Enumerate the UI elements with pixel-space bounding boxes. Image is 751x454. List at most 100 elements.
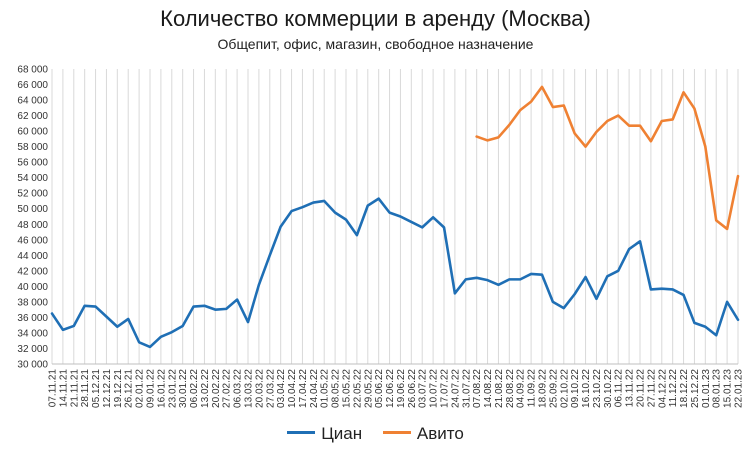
x-tick-label: 10.07.22	[429, 369, 440, 408]
x-tick-label: 03.04.22	[276, 369, 287, 408]
x-tick-label: 06.11.22	[614, 369, 625, 408]
y-tick-label: 32 000	[17, 344, 48, 355]
x-tick-label: 22.05.22	[352, 369, 363, 408]
x-tick-label: 08.01.23	[712, 369, 723, 408]
x-tick-label: 19.06.22	[396, 369, 407, 408]
y-tick-label: 68 000	[17, 65, 48, 76]
x-tick-label: 24.07.22	[450, 369, 461, 408]
x-tick-label: 24.04.22	[309, 369, 320, 408]
y-tick-label: 42 000	[17, 266, 48, 277]
x-tick-labels: 07.11.21 14.11.21 21.11.21 28.11.21 05.12.21…	[48, 369, 745, 408]
x-tick-label: 13.03.22	[244, 369, 255, 408]
x-tick-label: 29.05.22	[363, 369, 374, 408]
x-tick-label: 06.02.22	[189, 369, 200, 408]
x-tick-label: 12.12.21	[102, 369, 113, 408]
x-tick-label: 11.09.22	[527, 369, 538, 408]
x-tick-label: 07.11.21	[48, 369, 59, 408]
x-tick-label: 27.03.22	[265, 369, 276, 408]
x-tick-label: 05.12.21	[91, 369, 102, 408]
x-tick-label: 27.02.22	[222, 369, 233, 408]
series-lines	[50, 85, 740, 349]
x-tick-label: 13.11.22	[625, 369, 636, 408]
x-tick-label: 04.09.22	[516, 369, 527, 408]
series-line-avito	[475, 85, 740, 231]
y-tick-label: 62 000	[17, 111, 48, 122]
x-tick-label: 16.01.22	[156, 369, 167, 408]
x-tick-label: 31.07.22	[461, 369, 472, 408]
legend-item-cian: Циан	[287, 424, 362, 444]
x-tick-label: 30.01.22	[178, 369, 189, 408]
x-tick-label: 08.05.22	[331, 369, 342, 408]
x-tick-label: 22.01.23	[734, 369, 745, 408]
x-tick-label: 11.12.22	[668, 369, 679, 408]
x-tick-label: 17.07.22	[440, 369, 451, 408]
series-line-cian	[50, 197, 740, 349]
x-tick-label: 25.09.22	[548, 369, 559, 408]
legend-label-cian: Циан	[321, 424, 363, 443]
x-tick-label: 19.12.21	[113, 369, 124, 408]
x-tick-label: 28.08.22	[505, 369, 516, 408]
y-tick-label: 50 000	[17, 204, 48, 215]
x-tick-label: 05.06.22	[374, 369, 385, 408]
legend-item-avito: Авито	[382, 424, 464, 444]
y-tick-label: 66 000	[17, 80, 48, 91]
legend: Циан Авито	[0, 424, 751, 444]
chart-title: Количество коммерции в аренду (Москва)	[160, 6, 591, 31]
x-tick-label: 16.10.22	[581, 369, 592, 408]
y-tick-label: 52 000	[17, 189, 48, 200]
x-tick-label: 18.09.22	[538, 369, 549, 408]
x-tick-label: 12.06.22	[385, 369, 396, 408]
y-tick-label: 48 000	[17, 220, 48, 231]
chart-subtitle: Общепит, офис, магазин, свободное назнач…	[217, 36, 534, 52]
y-tick-label: 58 000	[17, 142, 48, 153]
y-tick-label: 38 000	[17, 297, 48, 308]
x-tick-label: 14.11.21	[58, 369, 69, 408]
x-tick-label: 25.12.22	[690, 369, 701, 408]
y-tick-label: 54 000	[17, 173, 48, 184]
x-tick-label: 30.10.22	[603, 369, 614, 408]
x-tick-label: 21.11.21	[69, 369, 80, 408]
x-tick-label: 02.01.22	[135, 369, 146, 408]
y-tick-labels: 30 000 32 000 34 000 36 000 38 000 40 000 42 0…	[17, 65, 48, 371]
x-tick-label: 23.01.22	[167, 369, 178, 408]
legend-swatch-avito	[382, 431, 411, 435]
x-tick-label: 01.05.22	[320, 369, 331, 408]
x-tick-label: 02.10.22	[559, 369, 570, 408]
x-tick-label: 07.08.22	[472, 369, 483, 408]
x-tick-label: 06.03.22	[233, 369, 244, 408]
x-tick-label: 17.04.22	[298, 369, 309, 408]
x-tick-label: 09.10.22	[570, 369, 581, 408]
y-tick-label: 56 000	[17, 158, 48, 169]
y-tick-label: 40 000	[17, 282, 48, 293]
y-tick-label: 36 000	[17, 313, 48, 324]
x-tick-label: 15.01.23	[723, 369, 734, 408]
x-tick-label: 13.02.22	[200, 369, 211, 408]
x-tick-label: 04.12.22	[657, 369, 668, 408]
x-tick-label: 03.07.22	[418, 369, 429, 408]
x-tick-label: 21.08.22	[494, 369, 505, 408]
x-tick-label: 18.12.22	[679, 369, 690, 408]
x-tick-label: 09.01.22	[146, 369, 157, 408]
x-tick-label: 26.06.22	[407, 369, 418, 408]
x-tick-label: 23.10.22	[592, 369, 603, 408]
x-tick-label: 01.01.23	[701, 369, 712, 408]
grid-lines	[51, 69, 739, 364]
y-tick-label: 34 000	[17, 328, 48, 339]
y-tick-label: 44 000	[17, 251, 48, 262]
y-tick-label: 30 000	[17, 360, 48, 371]
x-tick-label: 20.02.22	[211, 369, 222, 408]
x-tick-label: 20.03.22	[254, 369, 265, 408]
x-tick-label: 14.08.22	[483, 369, 494, 408]
x-tick-label: 28.11.21	[80, 369, 91, 408]
x-tick-label: 10.04.22	[287, 369, 298, 408]
y-tick-label: 46 000	[17, 235, 48, 246]
y-tick-label: 60 000	[17, 127, 48, 138]
x-tick-label: 27.11.22	[646, 369, 657, 408]
x-tick-label: 26.12.21	[124, 369, 135, 408]
y-tick-label: 64 000	[17, 96, 48, 107]
x-tick-label: 20.11.22	[636, 369, 647, 408]
legend-swatch-cian	[287, 431, 316, 435]
legend-label-avito: Авито	[416, 424, 464, 443]
x-tick-label: 15.05.22	[342, 369, 353, 408]
